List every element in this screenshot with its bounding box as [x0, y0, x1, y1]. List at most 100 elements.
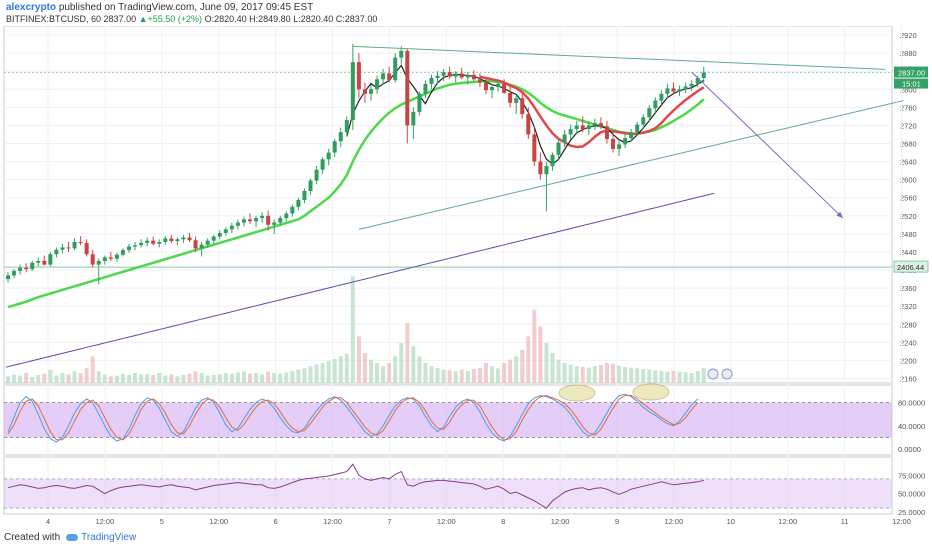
time-tick-label: 11: [841, 517, 849, 526]
volume-bar: [157, 373, 162, 383]
price-tick-label: 2680: [900, 139, 917, 148]
candle-body: [217, 232, 222, 237]
volume-bar: [302, 368, 307, 383]
volume-bar: [568, 364, 573, 383]
volume-bar: [308, 366, 313, 383]
candle-body: [102, 257, 107, 261]
close-value: 2837.00: [344, 14, 378, 24]
price-tick-label: 2440: [900, 248, 917, 257]
volume-bar: [677, 371, 682, 383]
candle-body: [114, 254, 119, 259]
time-tick-label: 12:00: [437, 517, 456, 526]
stoch-tick-label: 80.0000: [898, 399, 925, 408]
time-tick-label: 6: [274, 517, 278, 526]
last-price: 2837.00: [103, 14, 137, 24]
trendline-lower: [358, 100, 904, 230]
stoch-tick-label: 40.0000: [898, 422, 925, 431]
candle-body: [54, 249, 59, 255]
volume-bar: [441, 369, 446, 383]
candle-body: [611, 138, 615, 149]
volume-bar: [199, 373, 204, 383]
candle-body: [308, 180, 313, 191]
volume-bar: [163, 375, 168, 383]
volume-bar: [145, 373, 150, 383]
volume-bar: [326, 361, 331, 383]
highlight-ellipse: [632, 383, 670, 401]
volume-bar: [617, 365, 622, 383]
candle-body: [381, 73, 386, 80]
candle-body: [677, 89, 682, 92]
volume-bar: [635, 368, 640, 383]
candle-body: [248, 219, 252, 222]
candle-body: [42, 260, 47, 265]
candle-body: [60, 247, 65, 250]
candle-body: [120, 250, 125, 255]
candle-body: [647, 108, 652, 118]
volume-bar: [399, 343, 404, 383]
candle-body: [175, 239, 180, 242]
volume-bar: [405, 323, 410, 383]
price-tick-label: 2600: [900, 176, 917, 185]
volume-bar: [211, 375, 216, 383]
time-tick-label: 7: [387, 517, 391, 526]
candle-body: [84, 242, 89, 255]
price-change: ▲+55.50 (+2%): [138, 14, 203, 24]
time-tick-label: 12:00: [96, 517, 115, 526]
candle-body: [260, 215, 265, 219]
stoch-k-line: [7, 393, 699, 443]
volume-bar: [362, 353, 367, 383]
time-tick-label: 12:00: [323, 517, 342, 526]
volume-bar: [338, 356, 343, 383]
volume-bar: [369, 359, 373, 383]
candle-body: [544, 166, 549, 175]
volume-bar: [175, 376, 180, 383]
rsi-tick-label: 25.0000: [898, 508, 925, 517]
candle-body: [405, 50, 410, 126]
volume-bar: [133, 373, 138, 383]
candle-body: [375, 79, 380, 90]
candle-body: [483, 82, 488, 91]
volume-bar: [459, 369, 464, 383]
volume-bar: [42, 373, 47, 383]
price-chart[interactable]: 2920288028402800276027202680264026002560…: [0, 26, 932, 530]
candle-body: [36, 260, 41, 263]
candle-body: [320, 159, 325, 170]
time-tick-label: 9: [615, 517, 619, 526]
volume-bar: [514, 356, 519, 383]
candle-body: [695, 77, 700, 84]
time-tick-label: 12:00: [892, 517, 911, 526]
volume-bar: [320, 363, 325, 383]
publish-text: published on TradingView.com, June 09, 2…: [58, 2, 314, 13]
candle-body: [586, 125, 591, 130]
candle-body: [598, 123, 603, 127]
candle-body: [689, 83, 694, 87]
volume-bar: [114, 375, 119, 383]
volume-bar: [108, 376, 113, 383]
tradingview-brand[interactable]: TradingView: [81, 532, 137, 543]
candle-body: [592, 123, 597, 126]
volume-bar: [695, 371, 700, 383]
candle-body: [332, 141, 337, 153]
volume-bar: [562, 363, 567, 383]
volume-bar: [356, 336, 361, 383]
volume-bar: [344, 353, 349, 383]
candle-body: [139, 242, 144, 246]
volume-bar: [18, 375, 23, 383]
candle-body: [145, 240, 150, 243]
candle-body: [580, 125, 585, 130]
candle-body: [659, 93, 664, 101]
candle-body: [508, 92, 513, 103]
volume-bar: [78, 373, 83, 383]
candle-body: [387, 73, 392, 81]
volume-bar: [544, 343, 549, 383]
volume-bar: [229, 373, 234, 383]
candle-body: [665, 88, 670, 94]
event-flag-icon: [707, 368, 719, 380]
candle-body: [90, 254, 95, 265]
volume-bar: [574, 366, 579, 383]
author-name[interactable]: alexcrypto: [6, 2, 57, 13]
open-value: 2820.40: [214, 14, 247, 24]
low-value: 2820.40: [300, 14, 334, 24]
candle-body: [441, 72, 446, 76]
volume-bar: [272, 373, 277, 383]
